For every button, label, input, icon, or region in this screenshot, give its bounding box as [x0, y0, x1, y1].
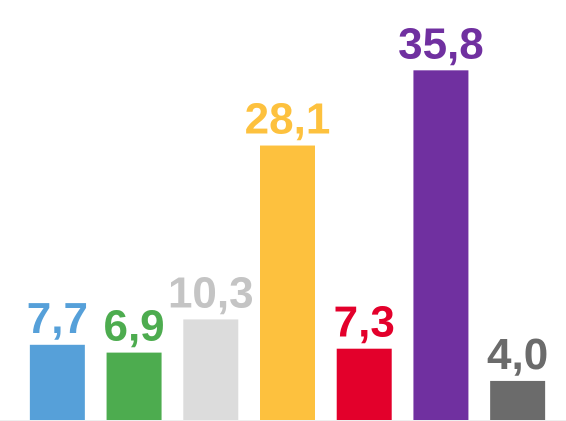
- bar: [183, 319, 239, 420]
- bar: [106, 352, 162, 420]
- bar: [336, 348, 392, 420]
- value-label: 7,7: [27, 294, 88, 343]
- value-label: 6,9: [103, 302, 164, 351]
- bar: [490, 380, 546, 420]
- value-label: 4,0: [487, 330, 548, 379]
- value-label: 28,1: [245, 95, 331, 144]
- bar: [260, 145, 315, 420]
- value-label: 7,3: [334, 298, 395, 347]
- value-label: 10,3: [168, 268, 254, 317]
- bar: [413, 70, 469, 420]
- bar: [29, 344, 85, 420]
- value-label: 35,8: [398, 19, 484, 68]
